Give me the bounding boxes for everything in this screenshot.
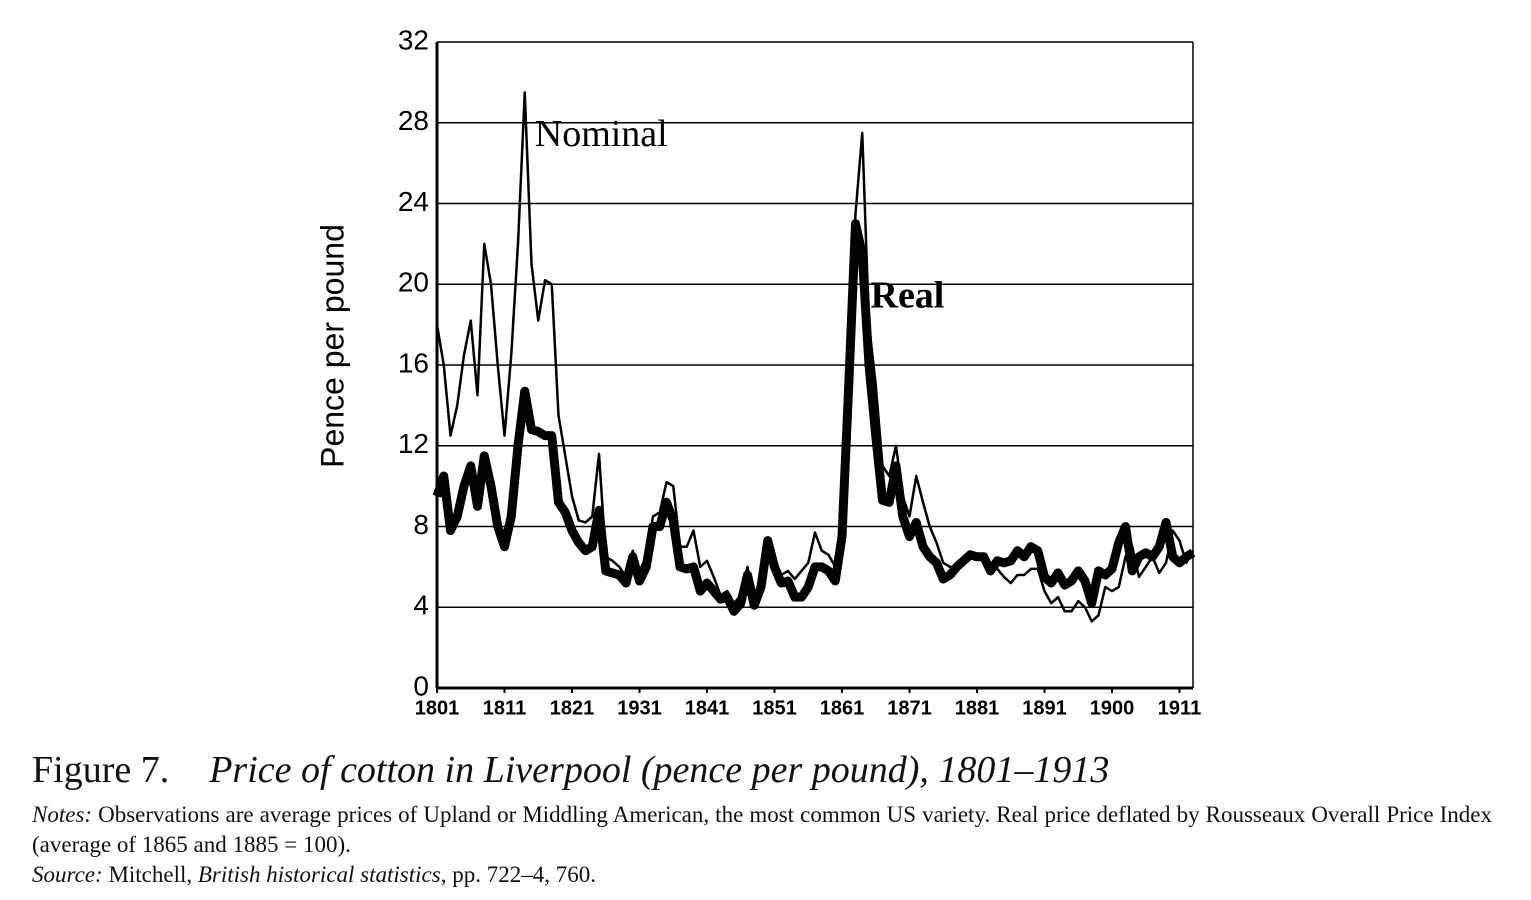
notes-text: Observations are average prices of Uplan… (32, 802, 1492, 857)
x-tick-label: 1931 (617, 697, 662, 719)
figure-notes: Notes: Observations are average prices o… (32, 800, 1492, 890)
source: Source: Mitchell, British historical sta… (32, 860, 1492, 890)
x-tick-label: 1821 (550, 697, 595, 719)
source-title: British historical statistics (197, 862, 441, 887)
x-tick-label: 1881 (955, 697, 1000, 719)
line-series (435, 91, 1195, 623)
x-tick-label: 1801 (415, 697, 460, 719)
x-tick-label: 1841 (685, 697, 730, 719)
notes: Notes: Observations are average prices o… (32, 800, 1492, 860)
source-label: Source: (32, 862, 103, 887)
y-tick-label: 4 (413, 590, 429, 621)
figure-caption: Figure 7. Price of cotton in Liverpool (p… (32, 748, 1492, 792)
y-tick-label: 16 (398, 347, 429, 378)
line-series (432, 219, 1196, 616)
y-axis-label: Pence per pound (314, 224, 350, 468)
y-tick-label: 32 (398, 24, 429, 55)
figure-number: Figure 7. (32, 749, 170, 791)
y-tick-label: 28 (398, 105, 429, 136)
y-tick-label: 24 (398, 186, 429, 217)
notes-label: Notes: (32, 802, 93, 827)
x-tick-label: 1891 (1022, 697, 1067, 719)
y-tick-label: 12 (398, 428, 429, 459)
series-label: Nominal (535, 113, 668, 155)
chart: Pence per pound 0 4 8 12 16 20 24 28 32 1801 1811 1… (314, 24, 1201, 719)
x-tick-label: 1911 (1158, 697, 1201, 719)
y-tick-label: 0 (413, 670, 429, 701)
x-tick-label: 1871 (887, 697, 932, 719)
source-pages: , pp. 722–4, 760. (440, 862, 596, 887)
x-tick-label: 1851 (752, 697, 797, 719)
y-tick-label: 20 (398, 267, 429, 298)
x-tick-label: 1900 (1090, 697, 1135, 719)
x-tick-label: 1811 (483, 697, 526, 719)
series-label: Real (871, 274, 945, 316)
figure-title: Price of cotton in Liverpool (pence per … (209, 749, 1110, 791)
x-tick-label: 1861 (820, 697, 865, 719)
source-author: Mitchell, (108, 862, 193, 887)
y-tick-label: 8 (413, 509, 429, 540)
